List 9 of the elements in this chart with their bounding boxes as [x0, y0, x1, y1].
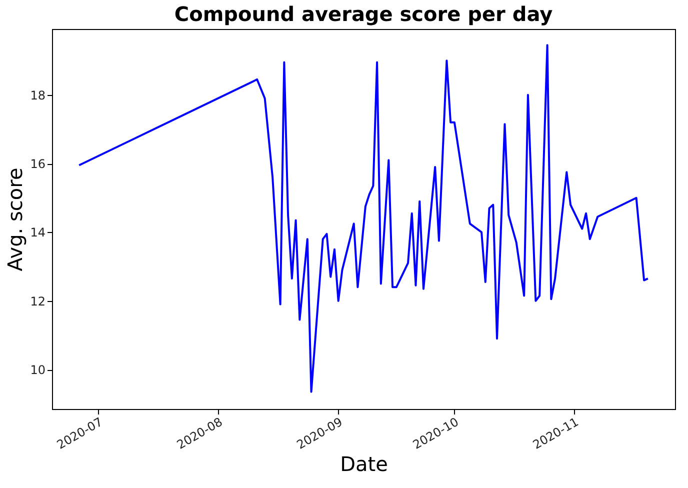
- x-axis-title: Date: [340, 452, 388, 476]
- y-tick-label: 14: [30, 226, 46, 240]
- y-tick-label: 18: [30, 88, 46, 102]
- y-axis-title: Avg. score: [3, 168, 28, 272]
- y-tick-label: 16: [30, 157, 46, 172]
- y-tick-label: 10: [30, 363, 46, 378]
- y-tick-label: 12: [30, 294, 46, 308]
- line-series: [78, 44, 649, 393]
- chart-title: Compound average score per day: [174, 2, 553, 26]
